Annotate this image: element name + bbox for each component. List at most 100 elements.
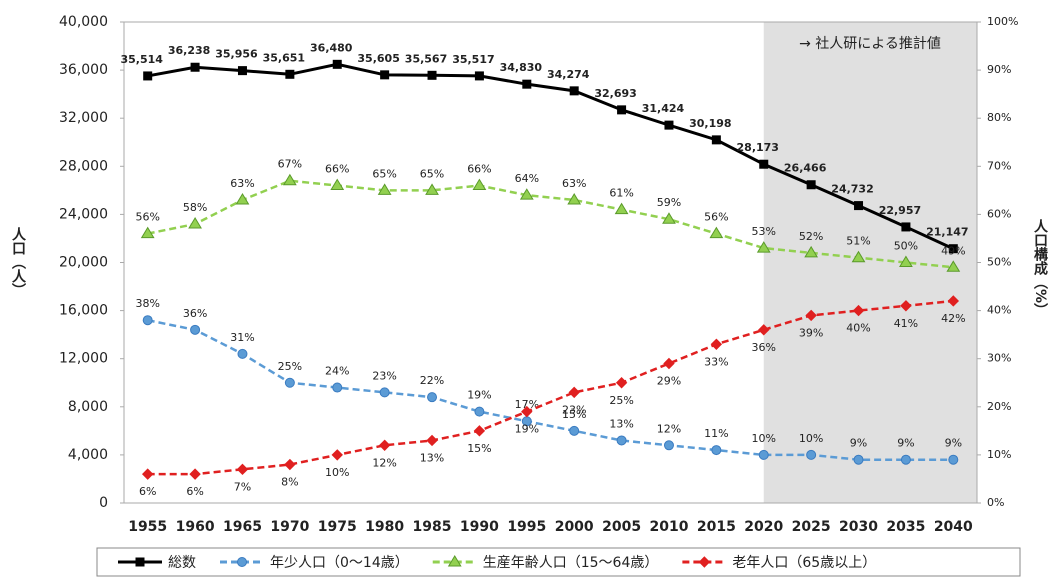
- marker: [142, 315, 153, 326]
- data-label: 59%: [657, 196, 681, 209]
- x-tick-label: 1970: [270, 519, 309, 535]
- series-line: [147, 179, 954, 269]
- y2-tick-label: 90%: [987, 63, 1011, 76]
- marker: [948, 454, 959, 465]
- data-label: 9%: [850, 437, 867, 450]
- x-tick-label: 1965: [223, 519, 262, 535]
- x-tick-label: 2005: [602, 519, 641, 535]
- data-label: 66%: [467, 163, 491, 176]
- marker: [758, 449, 769, 460]
- data-label: 11%: [704, 427, 728, 440]
- x-tick-label: 2010: [649, 519, 688, 535]
- marker: [662, 212, 676, 224]
- data-label: 29%: [657, 375, 681, 388]
- marker: [190, 324, 201, 335]
- marker: [378, 439, 391, 451]
- data-label: 49%: [941, 244, 965, 257]
- marker: [284, 377, 295, 388]
- marker: [472, 178, 487, 191]
- marker: [698, 556, 711, 568]
- data-label: 41%: [894, 317, 918, 330]
- marker: [235, 192, 250, 205]
- data-label: 13%: [609, 417, 633, 430]
- data-label: 24,732: [831, 183, 873, 196]
- data-label: 32,693: [594, 87, 636, 100]
- y2-tick-label: 20%: [987, 400, 1011, 413]
- marker: [756, 241, 771, 253]
- marker: [190, 62, 200, 72]
- y2-axis-label: 人口構成（%）: [1032, 218, 1049, 317]
- data-label: 39%: [799, 326, 823, 339]
- marker: [568, 386, 580, 399]
- marker: [377, 183, 392, 195]
- data-label: 10%: [752, 432, 776, 445]
- x-tick-label: 2020: [744, 519, 783, 535]
- data-label: 30,198: [689, 117, 731, 130]
- legend-label: 老年人口（65歳以上）: [732, 555, 876, 571]
- data-label: 19%: [515, 423, 539, 436]
- data-label: 23%: [372, 369, 396, 382]
- data-label: 10%: [799, 432, 823, 445]
- data-label: 35,567: [405, 52, 447, 65]
- data-label: 35,517: [452, 53, 494, 66]
- x-tick-label: 1990: [460, 519, 499, 535]
- data-label: 64%: [515, 172, 539, 185]
- marker: [189, 468, 201, 480]
- annotation: → 社人研による推計値: [799, 36, 941, 52]
- x-tick-label: 1985: [413, 519, 452, 535]
- marker: [710, 338, 723, 350]
- marker: [426, 434, 438, 447]
- x-tick-label: 2000: [555, 519, 594, 535]
- data-label: 23%: [562, 403, 586, 416]
- data-label: 63%: [562, 177, 586, 190]
- data-label: 34,274: [547, 68, 590, 81]
- data-label: 24%: [325, 365, 349, 378]
- y2-tick-label: 70%: [987, 159, 1011, 172]
- marker: [569, 425, 580, 436]
- data-label: 9%: [945, 437, 962, 450]
- marker: [143, 71, 153, 81]
- x-tick-label: 2040: [934, 519, 973, 535]
- data-label: 56%: [135, 211, 159, 224]
- data-label: 52%: [799, 230, 823, 243]
- x-tick-label: 1955: [128, 519, 167, 535]
- marker: [474, 71, 484, 81]
- data-label: 10%: [325, 466, 349, 479]
- data-label: 65%: [372, 167, 396, 180]
- series-line: [147, 299, 954, 476]
- data-label: 22,957: [879, 204, 921, 217]
- y2-tick-label: 10%: [987, 448, 1011, 461]
- marker: [379, 387, 390, 398]
- marker: [946, 260, 961, 272]
- marker: [900, 300, 912, 312]
- data-label: 50%: [894, 240, 918, 253]
- marker: [473, 425, 486, 437]
- marker: [899, 255, 913, 267]
- data-label: 38%: [135, 297, 159, 310]
- marker: [854, 201, 864, 211]
- marker: [664, 120, 674, 130]
- y-tick-label: 0: [99, 495, 108, 511]
- legend-box: [96, 547, 1021, 577]
- marker: [709, 226, 724, 239]
- data-label: 58%: [183, 201, 207, 214]
- data-label: 51%: [846, 235, 870, 248]
- x-tick-label: 1980: [365, 519, 404, 535]
- legend-label: 生産年齢人口（15～64歳）: [483, 555, 659, 571]
- series-line: [147, 62, 954, 251]
- data-label: 19%: [467, 389, 491, 402]
- marker: [805, 309, 817, 322]
- x-tick-label: 2025: [792, 519, 831, 535]
- marker: [758, 324, 770, 336]
- data-label: 36,238: [168, 44, 210, 57]
- data-label: 28,173: [737, 141, 779, 154]
- data-label: 35,605: [357, 52, 399, 65]
- marker: [663, 357, 675, 370]
- x-tick-label: 1960: [176, 519, 215, 535]
- y2-tick-label: 0%: [987, 496, 1004, 509]
- data-label: 6%: [186, 485, 203, 498]
- marker: [474, 406, 485, 417]
- y2-tick-label: 50%: [987, 256, 1011, 269]
- marker: [140, 226, 155, 239]
- legend-label: 年少人口（0～14歳）: [270, 555, 409, 571]
